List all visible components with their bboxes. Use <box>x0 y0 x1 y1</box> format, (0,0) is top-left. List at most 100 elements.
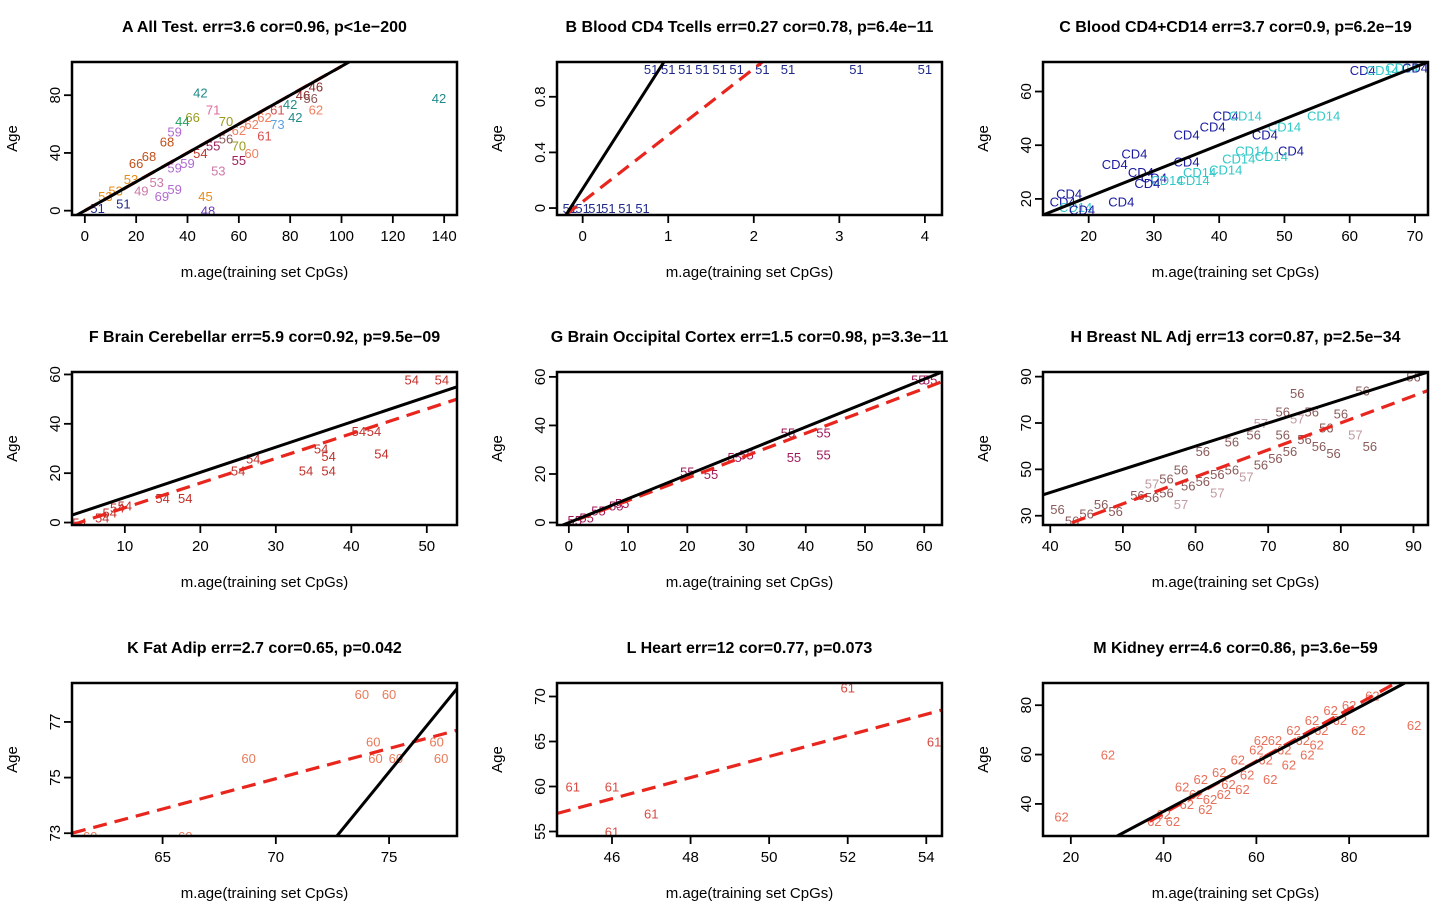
regression-line <box>72 728 457 835</box>
y-tick-label: 70 <box>532 688 549 705</box>
y-axis-label: Age <box>975 746 992 773</box>
data-point: 56 <box>1210 467 1224 482</box>
identity-line <box>1116 683 1406 836</box>
y-axis-label: Age <box>975 125 992 152</box>
data-point: 60 <box>355 687 369 702</box>
y-tick-label: 0 <box>47 206 64 214</box>
data-point: 54 <box>178 491 192 506</box>
data-point: 56 <box>1159 472 1173 487</box>
plot-frame <box>70 370 459 527</box>
y-tick-label: 60 <box>532 369 549 386</box>
regression-line <box>72 397 457 525</box>
regression-line <box>557 708 942 816</box>
x-tick-label: 46 <box>604 849 621 866</box>
x-tick-label: 40 <box>1155 849 1172 866</box>
data-point: CD4 <box>1134 176 1160 191</box>
data-point: 68 <box>142 149 156 164</box>
x-tick-label: 20 <box>128 228 145 245</box>
data-point: 60 <box>178 829 192 844</box>
data-point: 55 <box>787 450 801 465</box>
x-tick-label: 75 <box>381 849 398 866</box>
y-tick-label: 20 <box>1018 191 1035 208</box>
y-tick-label: 0 <box>47 518 64 526</box>
y-axis-label: Age <box>489 435 506 462</box>
identity-line <box>1043 372 1428 497</box>
data-point: 62 <box>1198 802 1212 817</box>
data-point: CD14 <box>1255 149 1288 164</box>
data-point: 54 <box>110 501 124 516</box>
x-tick-label: 0 <box>565 538 573 555</box>
data-point: 62 <box>1305 713 1319 728</box>
plot-frame <box>70 681 459 838</box>
data-point: 54 <box>299 464 313 479</box>
plot-area: 545454545454545454545454545454545454 <box>72 372 457 525</box>
panel-title: A All Test. err=3.6 cor=0.96, p<1e−200 <box>122 19 407 36</box>
data-point: 66 <box>185 110 199 125</box>
x-tick-label: 90 <box>1405 538 1422 555</box>
x-tick-label: 70 <box>1407 228 1424 245</box>
data-point: 51 <box>695 62 709 77</box>
data-point: 51 <box>918 62 932 77</box>
data-point: 61 <box>927 735 941 750</box>
data-point: 42 <box>432 91 446 106</box>
plot-frame <box>1041 681 1430 838</box>
y-axis-label: Age <box>4 746 21 773</box>
data-point: CD14 <box>1222 152 1255 167</box>
data-point: CD4 <box>1174 154 1200 169</box>
data-point: 42 <box>283 97 297 112</box>
y-tick-label: 0.8 <box>532 86 549 107</box>
data-point: 62 <box>1240 767 1254 782</box>
y-axis-label: Age <box>975 435 992 462</box>
plot-area: CD4CD4CD14CD4CD4CD4CD4CD4CD4CD14CD4CD14C… <box>1043 62 1428 215</box>
data-point: 62 <box>1217 787 1231 802</box>
data-point: 59 <box>167 182 181 197</box>
regression-line <box>558 380 942 525</box>
data-point: 70 <box>219 114 233 129</box>
data-point: CD14 <box>1366 63 1399 78</box>
x-tick-label: 80 <box>1341 849 1358 866</box>
data-point: 60 <box>429 734 443 749</box>
y-tick-label: 55 <box>532 823 549 840</box>
x-tick-label: 20 <box>679 538 696 555</box>
y-tick-label: 65 <box>532 733 549 750</box>
data-point: 62 <box>1175 780 1189 795</box>
data-point: 61 <box>644 807 658 822</box>
data-point: 51 <box>849 62 863 77</box>
data-point: 54 <box>321 464 335 479</box>
y-tick-label: 70 <box>1018 415 1035 432</box>
x-tick-label: 60 <box>916 538 933 555</box>
x-tick-label: 70 <box>1260 538 1277 555</box>
x-tick-label: 20 <box>1062 849 1079 866</box>
data-point: 51 <box>729 62 743 77</box>
y-tick-label: 90 <box>1018 368 1035 385</box>
data-point: 62 <box>1263 772 1277 787</box>
data-point: 62 <box>1193 772 1207 787</box>
data-point: 56 <box>303 91 317 106</box>
data-point: CD4 <box>1213 109 1239 124</box>
data-point: CD4 <box>1278 144 1304 159</box>
data-point: 42 <box>193 85 207 100</box>
data-point: 62 <box>1323 703 1337 718</box>
data-point: 60 <box>366 734 380 749</box>
plot-frame <box>70 60 459 217</box>
x-axis-label: m.age(training set CpGs) <box>1152 885 1320 902</box>
data-point: 55 <box>816 426 830 441</box>
data-point: 59 <box>180 156 194 171</box>
data-point: 62 <box>1407 718 1421 733</box>
x-tick-label: 40 <box>1211 228 1228 245</box>
data-point: 61 <box>565 780 579 795</box>
x-tick-label: 30 <box>1146 228 1163 245</box>
data-point: 62 <box>1249 743 1263 758</box>
identity-line <box>335 686 457 836</box>
x-tick-label: 30 <box>267 538 284 555</box>
y-tick-label: 0 <box>532 518 549 526</box>
panel-title: C Blood CD4+CD14 err=3.7 cor=0.9, p=6.2e… <box>1059 19 1412 36</box>
x-tick-label: 2 <box>750 228 758 245</box>
data-point: 45 <box>198 189 212 204</box>
plot-frame <box>555 370 944 527</box>
data-point: 62 <box>1300 748 1314 763</box>
identity-line <box>72 385 457 517</box>
data-point: 56 <box>1283 444 1297 459</box>
